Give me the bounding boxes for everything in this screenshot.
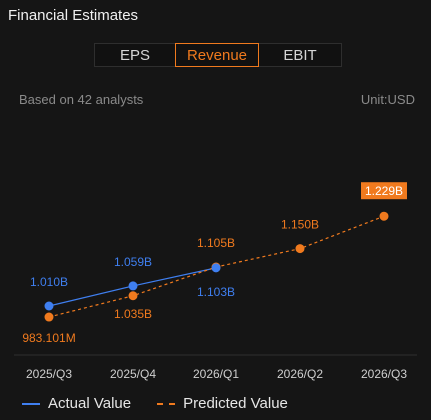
legend-predicted-swatch bbox=[157, 402, 176, 405]
x-tick-label: 2025/Q3 bbox=[26, 367, 72, 381]
legend-actual-swatch bbox=[22, 402, 40, 405]
x-tick-label: 2026/Q2 bbox=[277, 367, 323, 381]
predicted-point bbox=[295, 244, 305, 254]
unit-label: Unit:USD bbox=[360, 92, 415, 107]
x-tick-label: 2026/Q1 bbox=[193, 367, 239, 381]
predicted-point bbox=[44, 312, 54, 322]
actual-data-label: 1.010B bbox=[30, 275, 68, 289]
predicted-data-label: 1.150B bbox=[281, 218, 319, 232]
x-tick-label: 2025/Q4 bbox=[110, 367, 156, 381]
predicted-data-label: 1.229B bbox=[365, 184, 403, 198]
predicted-data-label: 1.035B bbox=[114, 307, 152, 321]
x-tick-label: 2026/Q3 bbox=[361, 367, 407, 381]
predicted-data-label: 983.101M bbox=[22, 331, 75, 345]
predicted-point bbox=[379, 211, 389, 221]
predicted-data-label: 1.105B bbox=[197, 236, 235, 250]
chart-legend: Actual Value Predicted Value bbox=[22, 395, 314, 412]
actual-point bbox=[211, 263, 221, 273]
legend-predicted: Predicted Value bbox=[157, 395, 288, 412]
actual-data-label: 1.059B bbox=[114, 255, 152, 269]
highlight-label-bg bbox=[361, 182, 407, 200]
metric-tabs: EPS Revenue EBIT bbox=[94, 43, 342, 67]
tab-revenue[interactable]: Revenue bbox=[175, 43, 259, 67]
actual-data-label: 1.103B bbox=[197, 285, 235, 299]
legend-predicted-label: Predicted Value bbox=[183, 395, 288, 412]
legend-actual: Actual Value bbox=[22, 395, 131, 412]
analyst-count: Based on 42 analysts bbox=[19, 92, 144, 107]
actual-point bbox=[128, 281, 138, 291]
predicted-point bbox=[128, 291, 138, 301]
legend-actual-label: Actual Value bbox=[48, 395, 132, 412]
page-title: Financial Estimates bbox=[8, 7, 139, 24]
tab-ebit[interactable]: EBIT bbox=[258, 43, 342, 67]
actual-point bbox=[44, 301, 54, 311]
